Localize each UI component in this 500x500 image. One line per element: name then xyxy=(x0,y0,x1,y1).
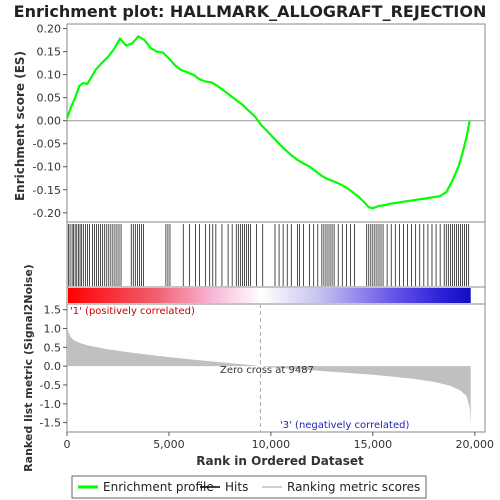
x-tick-label: 0 xyxy=(64,438,71,451)
es-y-tick-label: -0.10 xyxy=(33,161,61,174)
metric-y-tick-label: 1.5 xyxy=(44,304,62,317)
legend-label: Hits xyxy=(225,480,248,494)
metric-y-tick-label: -1.5 xyxy=(40,417,61,430)
enrichment-profile-path xyxy=(65,34,471,210)
enrichment-profile-line xyxy=(65,34,471,210)
es-y-tick-label: 0.00 xyxy=(37,115,62,128)
metric-y-axis-label: Ranked list metric (Signal2Noise) xyxy=(22,264,35,472)
colorbar-fill xyxy=(68,288,471,303)
es-y-tick-label: 0.05 xyxy=(37,92,62,105)
ranked-metric-area xyxy=(67,304,471,432)
es-y-tick-label: -0.15 xyxy=(33,184,61,197)
es-y-tick-label: 0.15 xyxy=(37,46,62,59)
x-tick-label: 20,000 xyxy=(456,438,495,451)
metric-y-tick-label: 0.0 xyxy=(44,360,62,373)
hit-markers xyxy=(68,224,470,286)
x-tick-label: 10,000 xyxy=(252,438,291,451)
chart-title: Enrichment plot: HALLMARK_ALLOGRAFT_REJE… xyxy=(14,2,487,21)
es-y-axis-label: Enrichment score (ES) xyxy=(13,51,27,201)
es-y-tick-label: -0.05 xyxy=(33,138,61,151)
negative-correlation-label: '3' (negatively correlated) xyxy=(280,420,409,431)
x-tick-label: 5,000 xyxy=(153,438,185,451)
legend: Enrichment profile Hits Ranking metric sco… xyxy=(78,480,420,494)
zero-cross-label: Zero cross at 9487 xyxy=(220,365,314,376)
metric-y-axis: 1.5 1.0 0.5 0.0 -0.5 -1.0 -1.5 xyxy=(40,304,67,430)
rank-colorbar xyxy=(68,288,471,303)
legend-box xyxy=(71,475,427,499)
es-y-tick-label: 0.10 xyxy=(37,69,62,82)
x-tick-label: 15,000 xyxy=(354,438,393,451)
es-panel-frame xyxy=(66,23,486,223)
legend-label: Ranking metric scores xyxy=(287,480,420,494)
metric-y-tick-label: -1.0 xyxy=(40,398,61,411)
metric-y-tick-label: -0.5 xyxy=(40,379,61,392)
metric-y-tick-label: 0.5 xyxy=(44,341,62,354)
positive-correlation-label: '1' (positively correlated) xyxy=(70,306,195,317)
x-axis-label: Rank in Ordered Dataset xyxy=(196,454,364,468)
es-y-axis: 0.20 0.15 0.10 0.05 0.00 -0.05 -0.10 -0.15 -0.20 xyxy=(33,23,485,220)
es-y-tick-label: 0.20 xyxy=(37,23,62,36)
x-axis: 0 5,000 10,000 15,000 20,000 xyxy=(64,432,495,451)
hits-panel-frame xyxy=(66,221,486,288)
legend-label: Enrichment profile xyxy=(103,480,214,494)
metric-y-tick-label: 1.0 xyxy=(44,322,62,335)
ranked-metric-fill xyxy=(67,317,471,425)
es-y-tick-label: -0.20 xyxy=(33,207,61,220)
